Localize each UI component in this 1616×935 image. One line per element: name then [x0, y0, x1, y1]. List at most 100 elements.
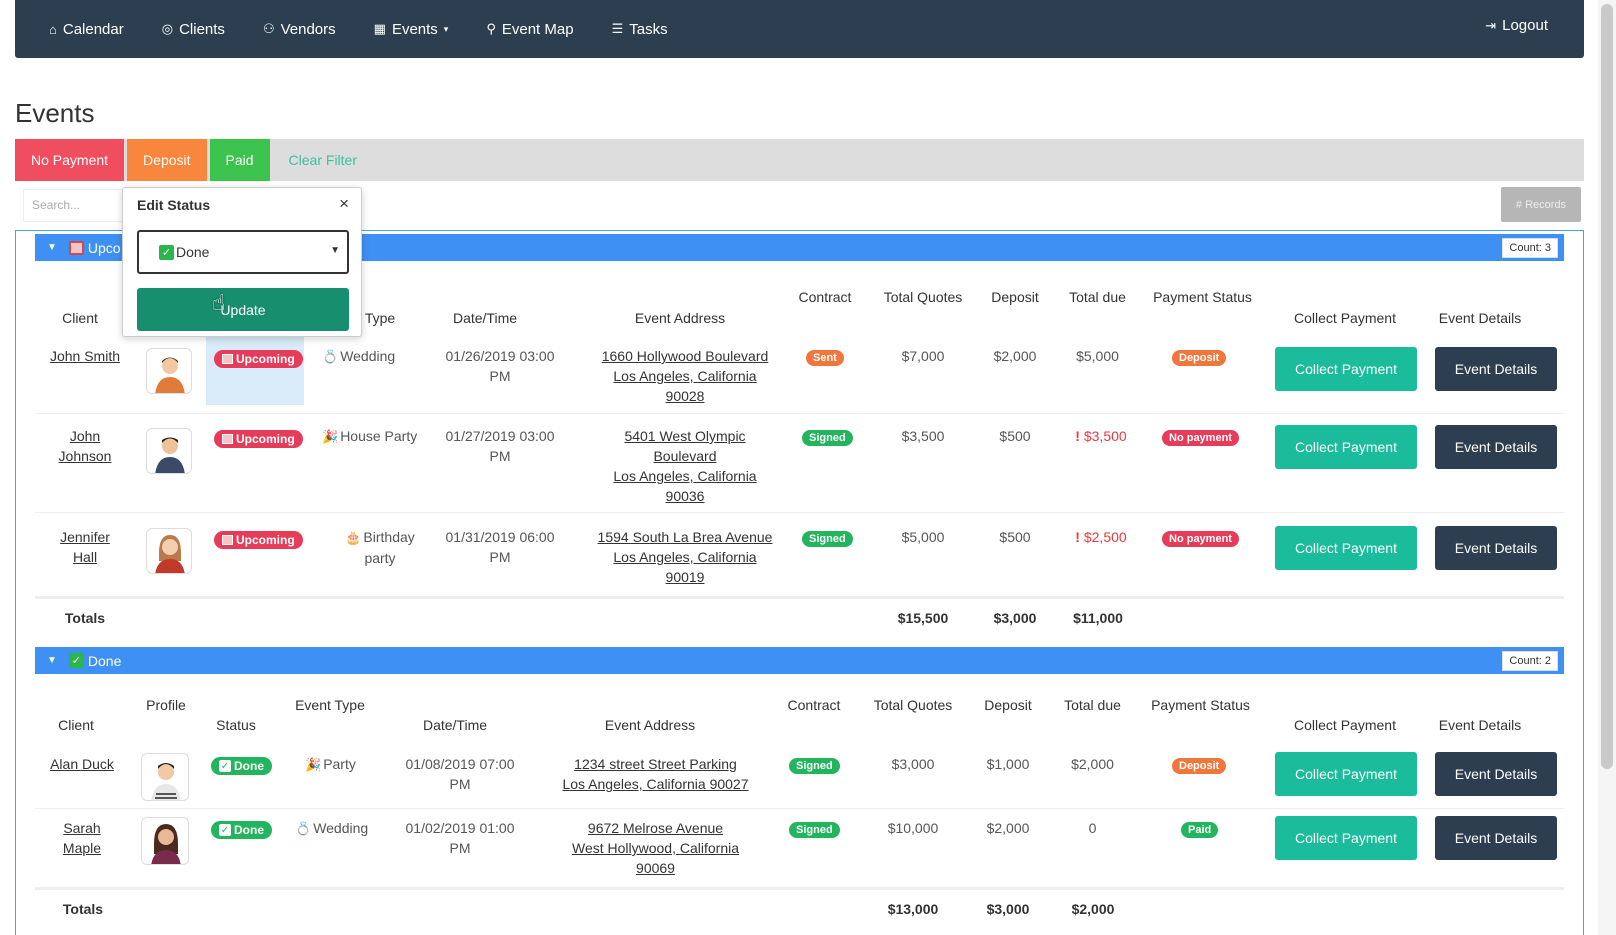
col-collect-payment[interactable]: Collect Payment: [1294, 717, 1396, 733]
address-line[interactable]: 90036: [665, 488, 705, 504]
hand-cursor-icon: ☝: [212, 290, 226, 315]
col-status[interactable]: Status: [216, 717, 256, 733]
event-address-link[interactable]: 1660 Hollywood Boulevard Los Angeles, Cal…: [585, 346, 785, 406]
col-event-details[interactable]: Event Details: [1438, 717, 1522, 733]
scrollbar-thumb[interactable]: [1601, 4, 1613, 769]
address-line[interactable]: 1594 South La Brea Avenue: [597, 529, 773, 545]
col-collect-payment[interactable]: Collect Payment: [1294, 310, 1396, 326]
col-contract[interactable]: Contract: [787, 697, 841, 713]
event-details-button[interactable]: Event Details: [1435, 752, 1557, 796]
event-address-link[interactable]: 9672 Melrose Avenue West Hollywood, Calif…: [548, 818, 763, 878]
status-badge[interactable]: Upcoming: [214, 350, 303, 368]
address-line[interactable]: 90028: [665, 388, 705, 404]
client-link[interactable]: John Smith: [45, 346, 125, 366]
totals-label: Totals: [62, 901, 104, 917]
event-address-link[interactable]: 1234 street Street Parking Los Angeles, C…: [548, 754, 763, 794]
status-badge[interactable]: ✓ Done: [211, 821, 272, 839]
col-payment-status[interactable]: Payment Status: [1151, 697, 1250, 713]
address-line[interactable]: West Hollywood, California: [571, 840, 740, 856]
client-link[interactable]: Sarah Maple: [42, 818, 122, 858]
col-total-quotes[interactable]: Total Quotes: [873, 697, 953, 713]
nav-event-map[interactable]: ⚲ Event Map: [486, 21, 573, 38]
address-line[interactable]: 1234 street Street Parking: [574, 756, 737, 772]
col-event-details[interactable]: Event Details: [1438, 310, 1522, 326]
client-name[interactable]: Alan Duck: [50, 756, 114, 772]
status-select[interactable]: ✓ Done ▼: [137, 230, 349, 274]
datetime-line: 01/27/2019 03:00: [445, 428, 555, 444]
group-header-done[interactable]: ▼ ✓ Done Count: 2: [35, 647, 1564, 674]
address-line[interactable]: Boulevard: [653, 448, 717, 464]
col-address[interactable]: Event Address: [604, 717, 696, 733]
client-link[interactable]: Alan Duck: [42, 754, 122, 774]
collect-payment-button[interactable]: Collect Payment: [1275, 752, 1417, 796]
totals-label: Totals: [64, 610, 106, 626]
address-line[interactable]: Los Angeles, California: [613, 368, 757, 384]
col-datetime[interactable]: Date/Time: [452, 310, 518, 326]
client-name[interactable]: Hall: [72, 549, 98, 565]
col-total-due[interactable]: Total due: [1064, 697, 1121, 713]
event-details-button[interactable]: Event Details: [1435, 347, 1557, 391]
col-profile[interactable]: Profile: [146, 697, 186, 713]
logout-button[interactable]: ⇥ Logout: [1485, 17, 1548, 34]
scrollbar[interactable]: [1598, 0, 1616, 935]
event-details-button[interactable]: Event Details: [1435, 526, 1557, 570]
col-deposit[interactable]: Deposit: [984, 697, 1032, 713]
address-line[interactable]: 90019: [665, 569, 705, 585]
client-name[interactable]: Johnson: [58, 448, 112, 464]
address-line[interactable]: Los Angeles, California: [613, 549, 757, 565]
status-label: Done: [234, 759, 264, 773]
col-datetime[interactable]: Date/Time: [422, 717, 488, 733]
filter-paid-button[interactable]: Paid: [209, 139, 270, 181]
address-line[interactable]: 5401 West Olympic: [624, 428, 746, 444]
filter-deposit-button[interactable]: Deposit: [127, 139, 207, 181]
address-line[interactable]: 9672 Melrose Avenue: [587, 820, 724, 836]
client-link[interactable]: Jennifer Hall: [45, 527, 125, 567]
update-button[interactable]: Update: [137, 288, 349, 331]
col-total-quotes[interactable]: Total Quotes: [883, 289, 963, 305]
client-name[interactable]: Sarah: [63, 820, 101, 836]
event-details-button[interactable]: Event Details: [1435, 816, 1557, 860]
col-client[interactable]: Client: [58, 717, 94, 733]
status-badge[interactable]: Upcoming: [214, 531, 303, 549]
status-badge[interactable]: ✓ Done: [211, 757, 272, 775]
address-line[interactable]: Los Angeles, California 90027: [562, 776, 749, 792]
client-name[interactable]: John Smith: [49, 348, 121, 364]
event-address-link[interactable]: 1594 South La Brea Avenue Los Angeles, Ca…: [585, 527, 785, 587]
col-event-type[interactable]: Event Type: [295, 697, 365, 713]
filter-no-payment-button[interactable]: No Payment: [15, 139, 125, 181]
nav-events[interactable]: ▦ Events ▾: [374, 21, 449, 38]
close-icon[interactable]: ×: [339, 194, 349, 213]
collect-payment-button[interactable]: Collect Payment: [1275, 425, 1417, 469]
client-name[interactable]: John: [69, 428, 101, 444]
client-name[interactable]: Maple: [62, 840, 102, 856]
col-total-due[interactable]: Total due: [1069, 289, 1126, 305]
client-name[interactable]: Jennifer: [60, 529, 110, 545]
collect-payment-button[interactable]: Collect Payment: [1275, 526, 1417, 570]
col-client[interactable]: Client: [62, 310, 98, 326]
clear-filter-link[interactable]: Clear Filter: [288, 152, 358, 168]
nav-vendors[interactable]: ⚇ Vendors: [263, 21, 336, 38]
records-button[interactable]: # Records: [1501, 187, 1581, 222]
col-payment-status[interactable]: Payment Status: [1153, 289, 1252, 305]
event-details-button[interactable]: Event Details: [1435, 425, 1557, 469]
ring-icon: 💍: [322, 349, 339, 364]
status-badge[interactable]: Upcoming: [214, 430, 303, 448]
client-link[interactable]: John Johnson: [45, 426, 125, 466]
chevron-down-icon: ▾: [443, 23, 449, 34]
col-type[interactable]: Type: [364, 310, 396, 326]
chevron-down-icon: ▼: [330, 245, 340, 256]
nav-calendar[interactable]: ⌂ Calendar: [49, 21, 124, 38]
collect-payment-button[interactable]: Collect Payment: [1275, 816, 1417, 860]
col-address[interactable]: Event Address: [634, 310, 726, 326]
nav-clients[interactable]: ◎ Clients: [162, 21, 225, 38]
address-line[interactable]: 90069: [636, 860, 675, 876]
collect-payment-button[interactable]: Collect Payment: [1275, 347, 1417, 391]
address-line[interactable]: Los Angeles, California: [613, 468, 757, 484]
totals-due: $2,000: [1071, 901, 1115, 917]
address-line[interactable]: 1660 Hollywood Boulevard: [601, 348, 769, 364]
col-deposit[interactable]: Deposit: [991, 289, 1039, 305]
col-contract[interactable]: Contract: [798, 289, 852, 305]
total-due: $2,000: [1071, 756, 1114, 772]
event-address-link[interactable]: 5401 West Olympic Boulevard Los Angeles, C…: [585, 426, 785, 506]
nav-tasks[interactable]: ☰ Tasks: [612, 21, 668, 38]
